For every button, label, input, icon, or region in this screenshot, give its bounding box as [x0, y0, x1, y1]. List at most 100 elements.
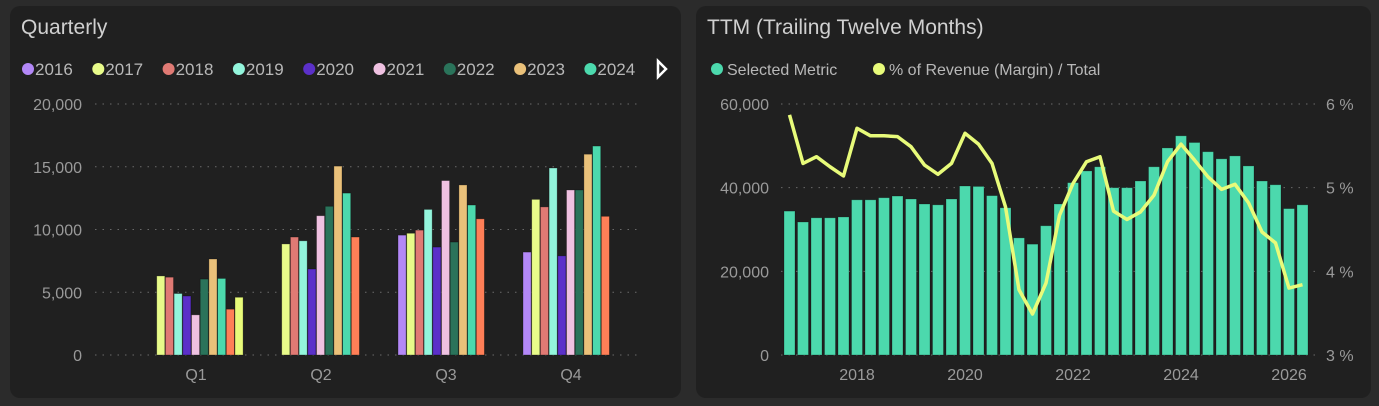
- x-tick-label: Q3: [435, 367, 456, 384]
- bar: [1121, 187, 1133, 356]
- bar: [1148, 166, 1160, 356]
- quarterly-chart: 0 5,000 10,000 15,000 20,000 2016 2017 2018 2019…: [22, 57, 668, 384]
- bar: [449, 241, 459, 356]
- bar: [522, 251, 532, 356]
- bar: [1242, 165, 1255, 356]
- bar: [467, 204, 477, 356]
- bar: [945, 198, 958, 356]
- legend-marker: [584, 63, 597, 75]
- chart-title: Quarterly: [21, 16, 108, 39]
- legend-label: 2022: [457, 60, 495, 79]
- bar: [600, 215, 610, 356]
- bar: [397, 234, 407, 356]
- bar: [1296, 204, 1309, 356]
- x-tick-label: Q4: [560, 367, 581, 384]
- bar: [199, 278, 209, 356]
- bar: [1229, 155, 1241, 356]
- x-tick-label: 2026: [1271, 367, 1307, 384]
- legend-label: 2021: [387, 60, 425, 79]
- bar: [797, 221, 809, 356]
- bar: [423, 209, 433, 356]
- bar: [406, 232, 416, 356]
- bar: [1094, 166, 1106, 356]
- legend-marker: [373, 63, 386, 75]
- bar: [891, 195, 904, 356]
- bar: [972, 186, 985, 356]
- bar: [574, 189, 584, 356]
- bar: [164, 276, 174, 356]
- y-tick-label: 60,000: [720, 97, 769, 114]
- bar: [234, 296, 244, 356]
- y-tick-label: 10,000: [33, 223, 82, 240]
- bar: [350, 236, 360, 356]
- bar: [824, 217, 836, 356]
- quarterly-chart-panel: Quarterly 0 5,000 10,000 15,000 20,000 2016 20…: [10, 6, 681, 398]
- x-tick-label: 2020: [947, 367, 983, 384]
- y2-tick-label: 3 %: [1326, 348, 1354, 365]
- legend-marker: [232, 63, 245, 75]
- y-tick-label: 15,000: [33, 160, 82, 177]
- bar: [918, 203, 931, 356]
- bar: [316, 215, 326, 356]
- bar: [1269, 184, 1282, 356]
- bar: [1026, 243, 1039, 356]
- x-tick-label: Q2: [310, 367, 331, 384]
- bar: [932, 204, 944, 356]
- bar: [864, 199, 877, 356]
- bar: [182, 295, 192, 356]
- legend-label: 2023: [527, 60, 565, 79]
- bar: [225, 308, 235, 356]
- legend-label: 2024: [597, 60, 635, 79]
- bar: [531, 198, 541, 356]
- bar: [191, 314, 201, 356]
- chart-title: TTM (Trailing Twelve Months): [707, 16, 984, 39]
- bar: [414, 229, 424, 356]
- bar: [1188, 142, 1201, 356]
- y2-tick-label: 5 %: [1326, 181, 1354, 198]
- y-tick-label: 20,000: [720, 264, 769, 281]
- y2-tick-label: 6 %: [1326, 97, 1354, 114]
- bar: [281, 243, 291, 356]
- bar: [156, 275, 166, 356]
- bar: [289, 236, 299, 356]
- bar: [298, 240, 308, 356]
- x-tick-label: 2024: [1163, 367, 1199, 384]
- y-tick-label: 5,000: [42, 285, 82, 302]
- margin-line: [787, 114, 1303, 316]
- bar: [333, 165, 343, 356]
- bar: [1215, 158, 1228, 356]
- legend-label: 2018: [176, 60, 214, 79]
- legend-label: % of Revenue (Margin) / Total: [889, 62, 1100, 79]
- bar: [324, 205, 334, 356]
- x-tick-label: 2018: [839, 367, 875, 384]
- bar: [1202, 151, 1214, 356]
- bar: [1067, 182, 1079, 356]
- legend-label: 2020: [316, 60, 354, 79]
- legend-marker: [92, 63, 105, 75]
- legend-marker: [303, 63, 316, 75]
- bar: [475, 218, 485, 356]
- bar: [557, 255, 567, 356]
- ttm-chart: 0 20,000 40,000 60,000 3 % 4 % 5 % 6 % 2018 2020 2…: [711, 62, 1354, 384]
- y-tick-label: 40,000: [720, 181, 769, 198]
- bar: [1134, 180, 1147, 356]
- legend-label: 2019: [246, 60, 284, 79]
- bar: [307, 268, 317, 356]
- legend-marker: [443, 63, 456, 75]
- bar: [1161, 147, 1174, 356]
- ttm-chart-panel: TTM (Trailing Twelve Months) 0 20,000 40,0…: [696, 6, 1371, 398]
- bar: [783, 210, 796, 356]
- legend-marker: [711, 63, 723, 75]
- bar: [458, 184, 468, 356]
- legend-marker: [22, 63, 34, 75]
- bar: [986, 195, 998, 356]
- bar: [566, 189, 576, 356]
- bar: [905, 198, 917, 356]
- x-tick-label: 2022: [1055, 367, 1091, 384]
- chevron-right-icon[interactable]: [656, 57, 668, 81]
- bar: [1175, 135, 1187, 356]
- y2-tick-label: 4 %: [1326, 264, 1354, 281]
- bar: [208, 258, 218, 356]
- bar: [1256, 180, 1268, 356]
- legend-label: Selected Metric: [727, 62, 837, 79]
